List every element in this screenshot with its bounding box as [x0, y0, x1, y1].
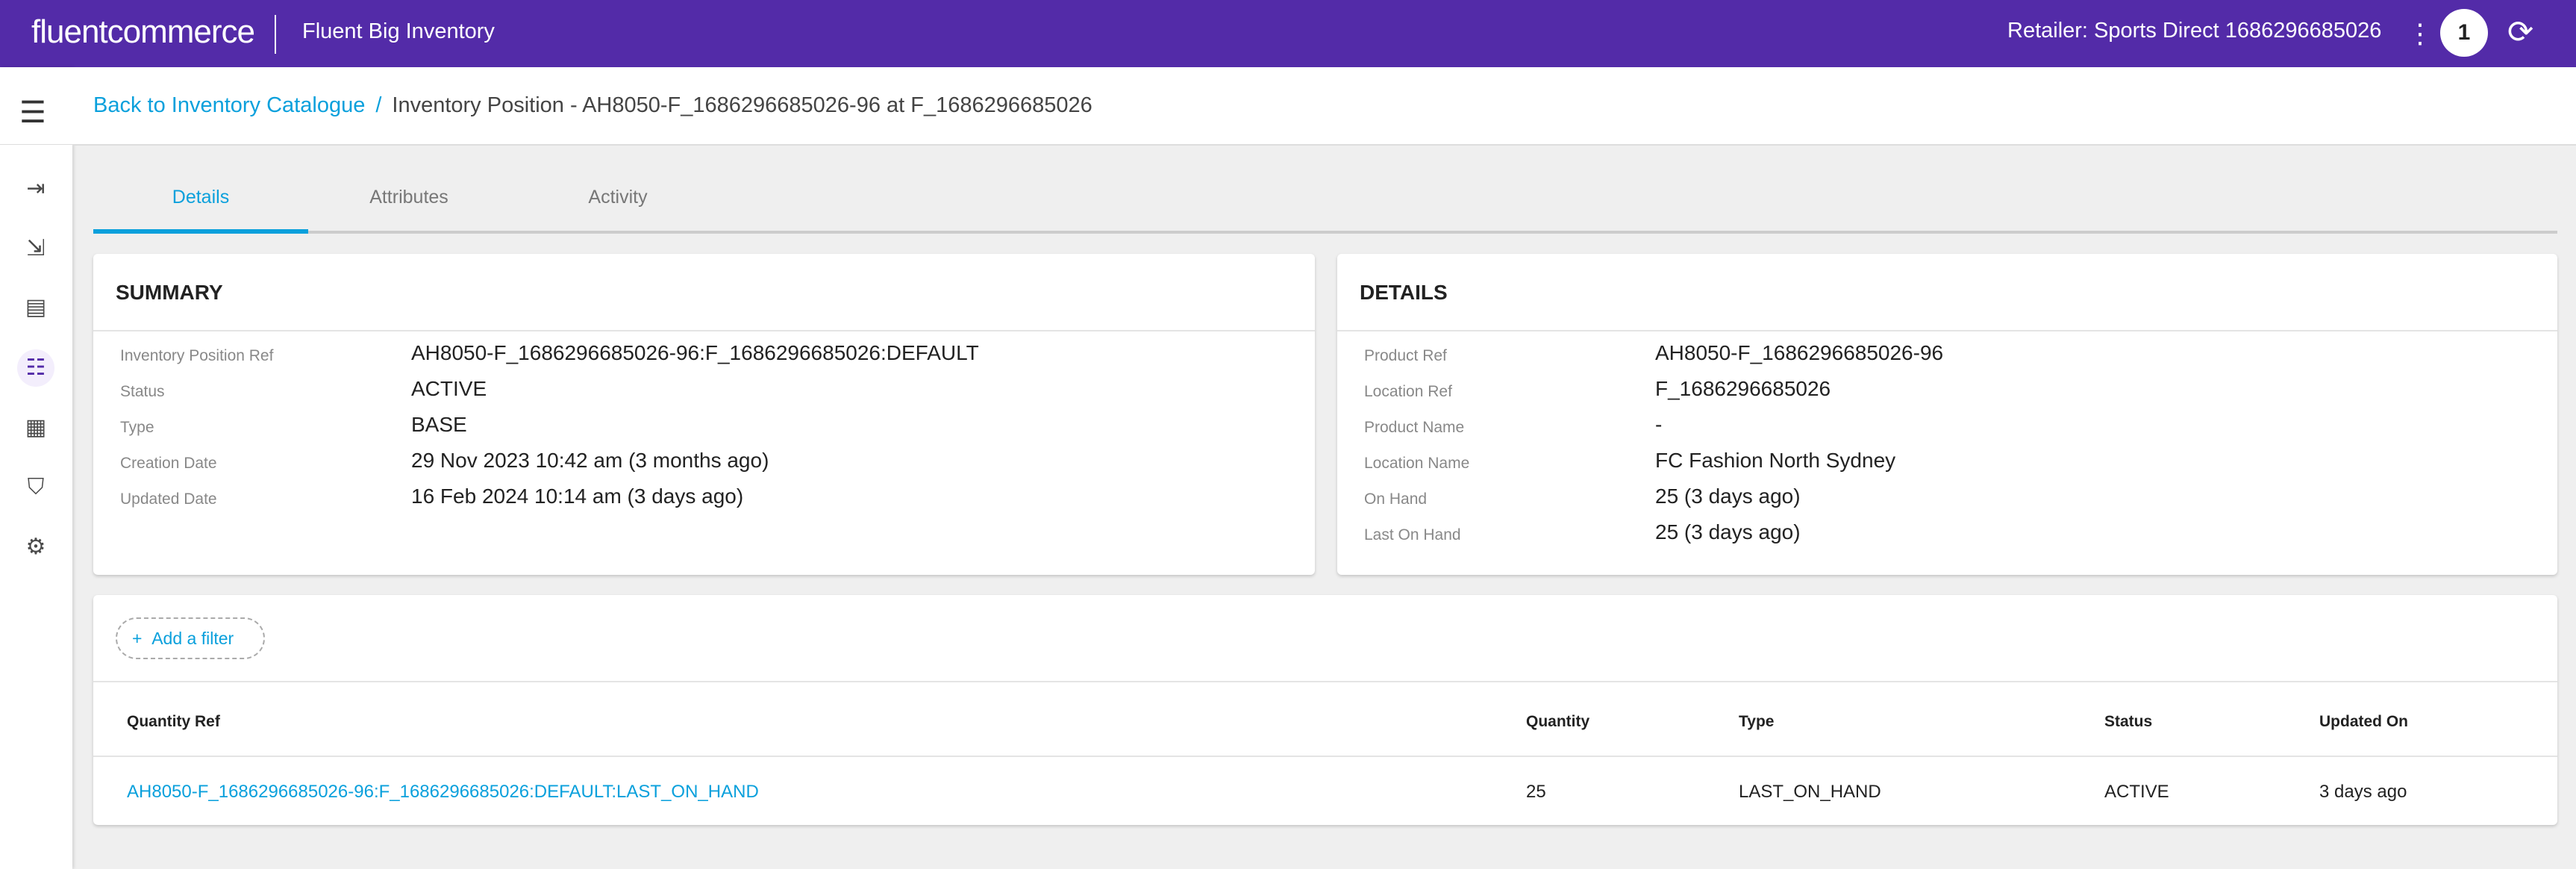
- field-value: FC Fashion North Sydney: [1655, 449, 1896, 472]
- building-icon[interactable]: ▦: [25, 415, 47, 440]
- field-value: 16 Feb 2024 10:14 am (3 days ago): [411, 485, 744, 508]
- field-value: 25 (3 days ago): [1655, 520, 1801, 543]
- summary-row: Creation Date 29 Nov 2023 10:42 am (3 mon…: [120, 449, 1300, 479]
- summary-row: Updated Date 16 Feb 2024 10:14 am (3 days…: [120, 485, 1300, 514]
- quantity-cell: 25: [1526, 782, 1546, 802]
- logout-icon[interactable]: ⇲: [26, 236, 46, 261]
- breadcrumb: Back to Inventory Catalogue / Inventory Po…: [93, 93, 1092, 118]
- summary-row: Status ACTIVE: [120, 377, 1300, 407]
- summary-row: Type BASE: [120, 413, 1300, 443]
- field-label: Product Ref: [1364, 347, 1447, 364]
- field-value: -: [1655, 413, 1663, 436]
- back-to-catalogue-link[interactable]: Back to Inventory Catalogue: [93, 93, 366, 117]
- field-value: ACTIVE: [411, 377, 487, 400]
- details-row: On Hand 25 (3 days ago): [1364, 485, 2542, 514]
- details-row: Product Ref AH8050-F_1686296685026-96: [1364, 341, 2542, 371]
- list-icon[interactable]: ☷: [17, 349, 54, 387]
- summary-row: Inventory Position Ref AH8050-F_168629668…: [120, 341, 1300, 371]
- type-cell: LAST_ON_HAND: [1739, 782, 1881, 802]
- app-name: Fluent Big Inventory: [302, 19, 495, 43]
- column-header-status[interactable]: Status: [2104, 713, 2153, 730]
- field-value: AH8050-F_1686296685026-96: [1655, 341, 1944, 364]
- field-label: Inventory Position Ref: [120, 347, 274, 364]
- status-cell: ACTIVE: [2104, 782, 2169, 802]
- column-header-updated-on[interactable]: Updated On: [2319, 713, 2408, 730]
- gear-icon[interactable]: ⚙: [25, 535, 46, 559]
- field-label: Type: [120, 419, 154, 436]
- tab-attributes[interactable]: Attributes: [369, 187, 448, 208]
- breadcrumb-separator: /: [375, 93, 382, 117]
- details-row: Location Ref F_1686296685026: [1364, 377, 2542, 407]
- field-label: Status: [120, 383, 165, 400]
- more-options-icon[interactable]: ⋮: [2407, 18, 2433, 49]
- quantities-table-card: + Add a filter Quantity Ref Quantity Typ…: [93, 595, 2557, 825]
- breadcrumb-bar: Back to Inventory Catalogue / Inventory Po…: [72, 67, 2576, 146]
- field-value: 29 Nov 2023 10:42 am (3 months ago): [411, 449, 769, 472]
- details-row: Location Name FC Fashion North Sydney: [1364, 449, 2542, 479]
- spotlight-icon[interactable]: ⛉: [27, 475, 45, 499]
- field-label: On Hand: [1364, 490, 1428, 508]
- quantity-ref-link[interactable]: AH8050-F_1686296685026-96:F_168629668502…: [127, 782, 759, 802]
- field-value: AH8050-F_1686296685026-96:F_168629668502…: [411, 341, 979, 364]
- details-card: DETAILS Product Ref AH8050-F_168629668502…: [1337, 254, 2557, 575]
- tab-bar: Details Attributes Activity: [93, 172, 2557, 234]
- tab-activity[interactable]: Activity: [588, 187, 648, 208]
- add-filter-button[interactable]: + Add a filter: [116, 617, 265, 659]
- field-label: Last On Hand: [1364, 526, 1461, 543]
- updated-on-cell: 3 days ago: [2319, 782, 2407, 802]
- hamburger-menu-icon[interactable]: ☰: [19, 96, 46, 129]
- dashboard-icon[interactable]: ▤: [25, 295, 47, 320]
- field-label: Location Ref: [1364, 383, 1452, 400]
- summary-title: SUMMARY: [116, 281, 223, 304]
- details-row: Last On Hand 25 (3 days ago): [1364, 520, 2542, 550]
- field-label: Updated Date: [120, 490, 217, 508]
- details-row: Product Name -: [1364, 413, 2542, 443]
- user-avatar[interactable]: 1: [2440, 9, 2488, 57]
- field-label: Creation Date: [120, 455, 217, 472]
- table-divider: [93, 756, 2557, 757]
- card-divider: [1337, 330, 2557, 331]
- summary-card: SUMMARY Inventory Position Ref AH8050-F_1…: [93, 254, 1315, 575]
- field-value: 25 (3 days ago): [1655, 485, 1801, 508]
- refresh-icon[interactable]: ⟳: [2507, 14, 2534, 49]
- header-divider: [275, 15, 276, 54]
- page-title: Inventory Position - AH8050-F_1686296685…: [392, 93, 1092, 117]
- tab-details[interactable]: Details: [93, 187, 308, 234]
- field-label: Product Name: [1364, 419, 1465, 436]
- table-divider: [93, 681, 2557, 682]
- field-value: F_1686296685026: [1655, 377, 1831, 400]
- logo: fluentcommerce: [31, 13, 255, 50]
- details-title: DETAILS: [1360, 281, 1448, 304]
- column-header-quantity[interactable]: Quantity: [1526, 713, 1590, 730]
- login-icon[interactable]: ⇥: [26, 176, 46, 201]
- top-bar: fluentcommerce Fluent Big Inventory Reta…: [0, 0, 2576, 67]
- retailer-selector[interactable]: Retailer: Sports Direct 1686296685026: [2007, 19, 2382, 43]
- sidebar: ☰ ⇥ ⇲ ▤ ☷ ▦ ⛉ ⚙: [0, 67, 72, 869]
- card-divider: [93, 330, 1315, 331]
- field-label: Location Name: [1364, 455, 1470, 472]
- field-value: BASE: [411, 413, 467, 436]
- sidebar-divider: [0, 144, 72, 145]
- plus-icon: +: [132, 629, 152, 648]
- add-filter-label: Add a filter: [151, 629, 234, 648]
- column-header-type[interactable]: Type: [1739, 713, 1775, 730]
- column-header-quantity-ref[interactable]: Quantity Ref: [127, 713, 220, 730]
